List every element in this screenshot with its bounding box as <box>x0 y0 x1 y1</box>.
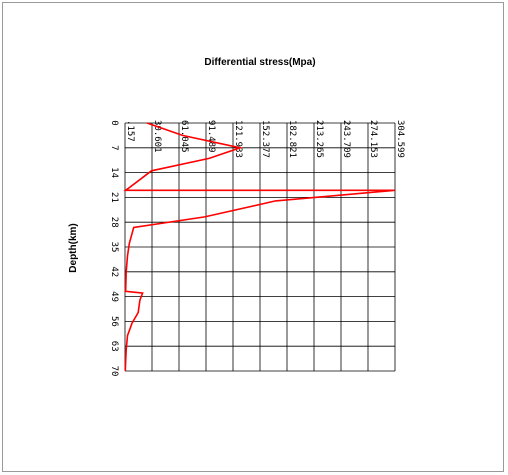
x-tick-label: 213.265 <box>314 120 324 158</box>
x-tick-label: 304.599 <box>395 120 405 158</box>
y-tick-label: 49 <box>109 291 119 302</box>
x-tick-labels: .157 30.601 61.045 91.489 121.933 152.377 182.… <box>125 120 405 158</box>
y-tick-label: 56 <box>109 316 119 327</box>
series-line <box>123 122 396 372</box>
y-tick-label: 70 <box>109 366 119 377</box>
y-tick-label: 28 <box>109 217 119 228</box>
x-tick-label: .157 <box>125 120 135 142</box>
y-tick-label: 7 <box>109 145 119 150</box>
y-tick-label: 35 <box>109 242 119 253</box>
x-tick-label: 243.709 <box>341 120 351 158</box>
x-tick-label: 91.489 <box>206 120 216 153</box>
y-tick-label: 42 <box>109 266 119 277</box>
y-tick-label: 0 <box>109 120 119 125</box>
x-tick-label: 274.153 <box>368 120 378 158</box>
y-tick-labels: 0 7 14 21 28 35 42 49 56 63 70 <box>109 120 119 376</box>
x-tick-label: 152.377 <box>260 120 270 158</box>
y-tick-label: 14 <box>109 167 119 178</box>
y-axis-label: Depth(km) <box>68 223 79 272</box>
y-tick-label: 21 <box>109 192 119 203</box>
stress-depth-chart: Differential stress(Mpa) .157 30.601 61.04… <box>68 57 405 376</box>
grid <box>124 122 396 372</box>
chart-title: Differential stress(Mpa) <box>204 57 315 68</box>
x-tick-label: 182.821 <box>287 120 297 158</box>
y-tick-label: 63 <box>109 341 119 352</box>
x-tick-label: 30.601 <box>152 120 162 153</box>
chart-frame: Differential stress(Mpa) .157 30.601 61.04… <box>2 2 504 472</box>
x-tick-label: 121.933 <box>233 120 243 158</box>
